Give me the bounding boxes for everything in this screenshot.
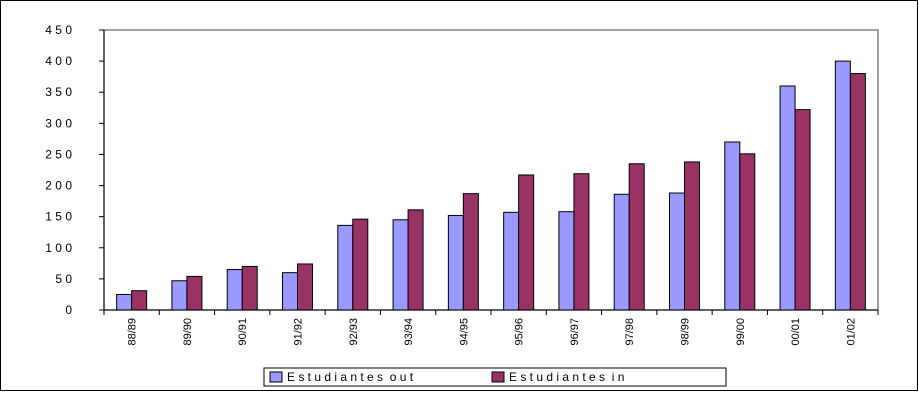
x-tick-label: 90/91 xyxy=(237,318,249,346)
y-tick-label: 2 0 0 xyxy=(45,179,72,193)
bar-out-89-90 xyxy=(171,280,188,311)
bar-out-90-91 xyxy=(226,269,243,311)
bar-in-01-02 xyxy=(849,73,866,311)
legend-swatch-out xyxy=(269,371,283,383)
y-tick-label: 0 xyxy=(65,303,72,317)
x-tick-label: 01/02 xyxy=(845,318,857,346)
x-tick-label: 92/93 xyxy=(348,318,360,346)
y-tick-label: 3 5 0 xyxy=(45,85,72,99)
bar-in-00-01 xyxy=(794,109,811,311)
x-tick-label: 96/97 xyxy=(569,318,581,346)
bar-out-96-97 xyxy=(558,211,575,311)
bar-out-95-96 xyxy=(503,211,520,311)
bar-in-90-91 xyxy=(241,265,258,311)
legend-label-out: E s t u d i a n t e s o u t xyxy=(287,370,414,384)
y-tick-label: 3 0 0 xyxy=(45,116,72,130)
bar-in-97-98 xyxy=(628,163,645,311)
y-tick-label: 4 5 0 xyxy=(45,23,72,37)
y-tick-label: 1 0 0 xyxy=(45,241,72,255)
y-tick-label: 2 5 0 xyxy=(45,147,72,161)
x-tick-label: 91/92 xyxy=(293,318,305,346)
x-tick-label: 94/95 xyxy=(458,318,470,346)
bar-in-95-96 xyxy=(518,174,535,311)
plot-area xyxy=(103,29,879,311)
x-tick-label: 89/90 xyxy=(182,318,194,346)
bar-in-96-97 xyxy=(573,173,590,311)
bar-out-99-00 xyxy=(724,141,741,311)
bar-out-88-89 xyxy=(116,293,133,311)
bar-out-91-92 xyxy=(282,272,298,311)
bar-out-01-02 xyxy=(834,60,851,311)
bar-in-88-89 xyxy=(131,290,148,311)
bar-in-93-94 xyxy=(407,209,424,311)
bar-in-99-00 xyxy=(739,153,756,311)
bar-out-98-99 xyxy=(669,192,685,311)
y-tick-label: 5 0 xyxy=(55,272,72,286)
legend-swatch-in xyxy=(491,371,505,383)
x-tick-label: 00/01 xyxy=(790,318,802,346)
legend: E s t u d i a n t e s o u t E s t u d i … xyxy=(263,367,727,387)
bar-in-89-90 xyxy=(186,275,203,311)
bar-out-94-95 xyxy=(447,214,464,311)
x-tick-label: 88/89 xyxy=(127,318,139,346)
bar-out-97-98 xyxy=(613,193,630,311)
bar-in-98-99 xyxy=(684,161,700,311)
y-tick-label: 4 0 0 xyxy=(45,54,72,68)
x-axis: 88/89 89/90 90/91 91/92 92/93 93/94 94/95 95/96… xyxy=(103,309,879,346)
bar-out-00-01 xyxy=(779,85,796,311)
bar-in-94-95 xyxy=(462,193,479,311)
x-tick-label: 99/00 xyxy=(735,318,747,346)
x-tick-label: 95/96 xyxy=(514,318,526,346)
y-tick-label: 1 5 0 xyxy=(45,210,72,224)
bar-out-92-93 xyxy=(337,224,354,311)
bars xyxy=(116,60,866,311)
bar-out-93-94 xyxy=(392,219,409,311)
x-tick-label: 93/94 xyxy=(403,318,415,346)
bar-in-91-92 xyxy=(297,263,313,311)
legend-label-in: E s t u d i a n t e s i n xyxy=(509,370,624,384)
x-tick-label: 97/98 xyxy=(624,318,636,346)
y-axis: 0 5 0 1 0 0 1 5 0 2 0 0 2 5 0 3 0 0 3 5 0 4 0 0 4… xyxy=(45,23,105,317)
x-tick-label: 98/99 xyxy=(680,318,692,346)
bar-in-92-93 xyxy=(352,218,369,311)
